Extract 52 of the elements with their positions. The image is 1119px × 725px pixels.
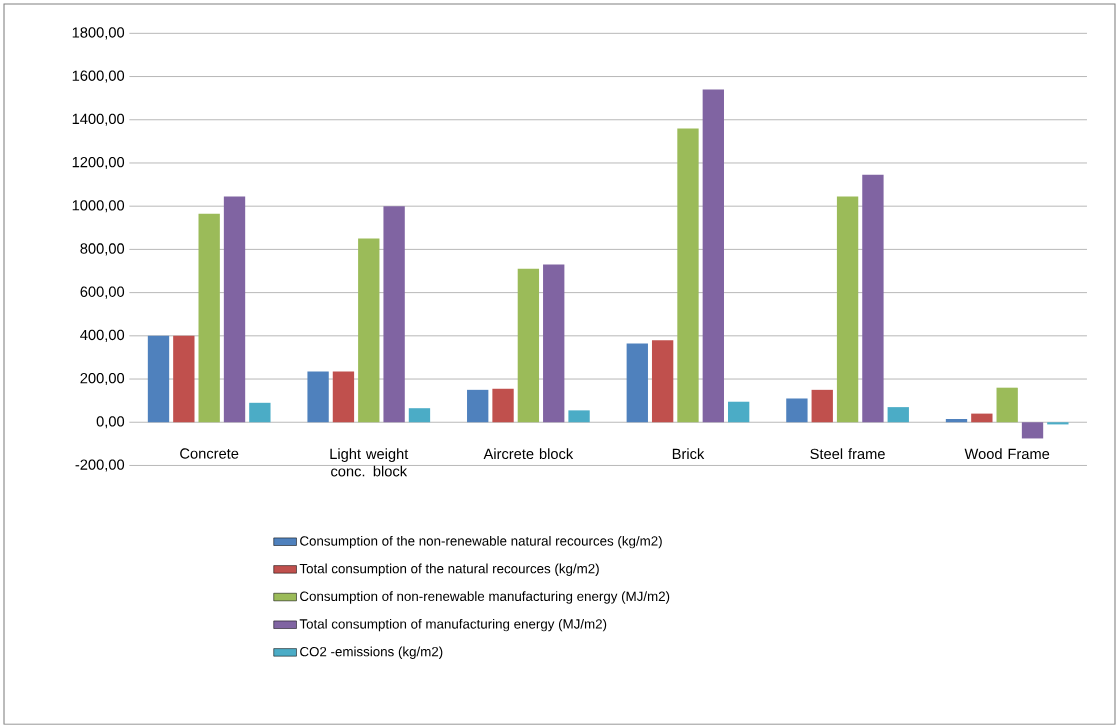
bar [702, 89, 724, 423]
bar [945, 419, 968, 423]
legend-label: CO2 -emissions (kg/m2) [300, 646, 443, 660]
bar [223, 196, 246, 423]
bar [249, 402, 271, 423]
x-tick-label: Light weight conc. block [330, 448, 409, 477]
bar [408, 408, 431, 423]
y-tick-label: 1600,00 [72, 70, 125, 83]
bar [1021, 422, 1044, 439]
y-tick-label: 600,00 [80, 286, 125, 299]
bar [198, 213, 220, 423]
bar [543, 264, 565, 423]
x-tick-label: Concrete [180, 448, 239, 459]
y-tick-label: -200,00 [75, 459, 125, 472]
bar [786, 398, 808, 423]
bar [651, 340, 674, 423]
x-tick-label: Wood Frame [964, 448, 1050, 460]
bar [1047, 422, 1069, 425]
x-tick-label: Aircrete block [483, 448, 574, 460]
y-tick-label: 1000,00 [72, 200, 125, 213]
bar [467, 389, 489, 423]
legend-label: Total consumption of manufacturing energy (MJ/m2) [299, 619, 607, 632]
bar [996, 387, 1018, 423]
y-tick-label: 200,00 [80, 373, 125, 386]
legend-label: Total consumption of the natural recources (kg/m2) [299, 563, 599, 577]
bar [383, 206, 405, 423]
bar [307, 371, 329, 423]
bar [358, 238, 380, 423]
bar [517, 268, 540, 423]
y-tick-label: 1200,00 [72, 157, 125, 170]
bar [811, 389, 833, 423]
bar [971, 413, 993, 423]
y-tick-label: 1400,00 [72, 113, 125, 126]
bar [147, 335, 170, 423]
x-tick-label: Steel frame [810, 448, 885, 460]
y-tick-label: 1800,00 [72, 27, 125, 40]
bar [677, 128, 699, 423]
bar [568, 410, 590, 423]
y-tick-label: 400,00 [80, 329, 125, 343]
x-tick-label: Brick [672, 448, 705, 460]
legend-label: Consumption of the non-renewable natural recources (kg/m2) [300, 536, 662, 549]
bar [626, 343, 648, 423]
bar [492, 388, 514, 423]
y-tick-label: 800,00 [80, 243, 125, 256]
bar [887, 407, 909, 423]
bar [173, 335, 195, 423]
y-tick-label: 0,00 [96, 416, 125, 429]
bar [836, 196, 859, 423]
legend-label: Consumption of non-renewable manufacturing energy (MJ/m2) [300, 591, 670, 604]
bar [332, 371, 355, 423]
bar [862, 174, 884, 423]
bar [727, 401, 750, 423]
